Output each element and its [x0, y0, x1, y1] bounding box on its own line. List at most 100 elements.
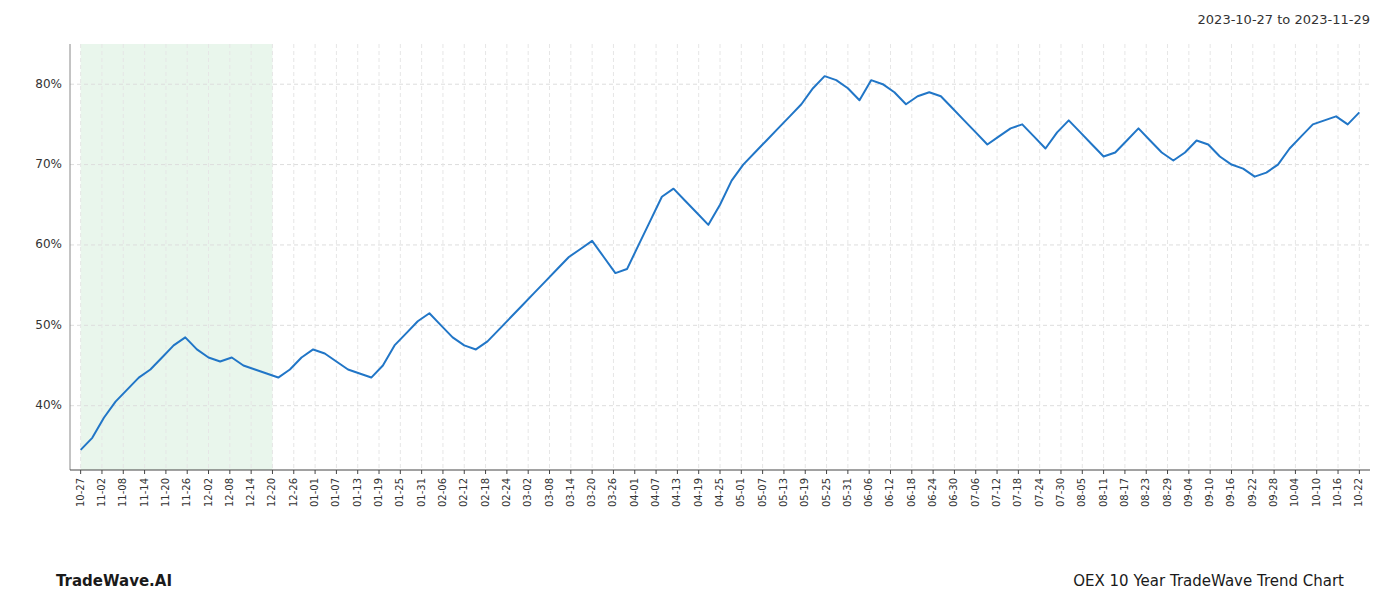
- x-tick: [1039, 470, 1040, 474]
- x-tick-label: 09-04: [1183, 478, 1194, 507]
- x-tick: [1082, 470, 1083, 474]
- grid-line-x: [1316, 44, 1317, 470]
- grid-line-x: [1082, 44, 1083, 470]
- x-tick: [1188, 470, 1189, 474]
- x-tick: [293, 470, 294, 474]
- x-tick: [890, 470, 891, 474]
- x-tick-label: 03-02: [522, 478, 533, 507]
- x-tick: [1316, 470, 1317, 474]
- grid-line-x: [101, 44, 102, 470]
- grid-line-x: [208, 44, 209, 470]
- grid-line-x: [762, 44, 763, 470]
- x-tick: [997, 470, 998, 474]
- grid-line-x: [1295, 44, 1296, 470]
- grid-line-x: [997, 44, 998, 470]
- grid-line-x: [357, 44, 358, 470]
- x-tick-label: 07-12: [991, 478, 1002, 507]
- grid-line-x: [698, 44, 699, 470]
- grid-line-x: [528, 44, 529, 470]
- x-tick: [251, 470, 252, 474]
- x-tick: [1295, 470, 1296, 474]
- x-tick-label: 05-19: [799, 478, 810, 507]
- x-tick-label: 05-25: [821, 478, 832, 507]
- grid-line-x: [592, 44, 593, 470]
- x-tick: [762, 470, 763, 474]
- x-tick-label: 12-02: [203, 478, 214, 507]
- grid-line-x: [656, 44, 657, 470]
- x-tick: [634, 470, 635, 474]
- grid-line-x: [506, 44, 507, 470]
- x-tick: [656, 470, 657, 474]
- grid-line-x: [869, 44, 870, 470]
- x-tick: [741, 470, 742, 474]
- grid-line-x: [890, 44, 891, 470]
- grid-line-x: [911, 44, 912, 470]
- x-tick-label: 11-08: [117, 478, 128, 507]
- x-tick: [805, 470, 806, 474]
- title: 2023-10-27 to 2023-11-29: [1198, 12, 1370, 27]
- grid-line-x: [379, 44, 380, 470]
- x-tick: [528, 470, 529, 474]
- x-tick-label: 10-16: [1332, 478, 1343, 507]
- grid-line-x: [144, 44, 145, 470]
- y-tick-label: 60%: [35, 237, 62, 251]
- x-tick: [1018, 470, 1019, 474]
- grid-line-x: [165, 44, 166, 470]
- grid-line-x: [400, 44, 401, 470]
- grid-line-x: [1231, 44, 1232, 470]
- x-tick: [80, 470, 81, 474]
- x-tick: [1274, 470, 1275, 474]
- x-tick: [357, 470, 358, 474]
- grid-line-x: [293, 44, 294, 470]
- y-tick-label: 80%: [35, 77, 62, 91]
- x-tick: [869, 470, 870, 474]
- x-tick: [400, 470, 401, 474]
- x-tick-label: 12-08: [224, 478, 235, 507]
- x-tick-label: 08-29: [1162, 478, 1173, 507]
- x-tick-label: 10-04: [1289, 478, 1300, 507]
- x-tick: [229, 470, 230, 474]
- x-tick: [379, 470, 380, 474]
- grid-line-x: [954, 44, 955, 470]
- x-tick: [315, 470, 316, 474]
- x-tick-label: 11-02: [96, 478, 107, 507]
- grid-line-x: [1146, 44, 1147, 470]
- grid-line-x: [1039, 44, 1040, 470]
- x-tick-label: 04-13: [671, 478, 682, 507]
- x-tick: [165, 470, 166, 474]
- trend-line: [81, 76, 1360, 450]
- x-tick-label: 02-12: [458, 478, 469, 507]
- x-tick-label: 10-10: [1311, 478, 1322, 507]
- grid-line-x: [805, 44, 806, 470]
- x-tick-label: 03-26: [607, 478, 618, 507]
- x-tick: [272, 470, 273, 474]
- x-tick-label: 03-20: [586, 478, 597, 507]
- x-tick: [1359, 470, 1360, 474]
- x-tick-label: 06-18: [906, 478, 917, 507]
- x-tick-label: 11-20: [160, 478, 171, 507]
- x-tick-label: 10-22: [1353, 478, 1364, 507]
- x-tick-label: 09-28: [1268, 478, 1279, 507]
- x-tick-label: 12-14: [245, 478, 256, 507]
- footer-left: TradeWave.AI: [56, 572, 172, 590]
- grid-line-x: [1018, 44, 1019, 470]
- x-tick-label: 11-26: [181, 478, 192, 507]
- x-tick-label: 09-10: [1204, 478, 1215, 507]
- grid-line-x: [80, 44, 81, 470]
- x-tick-label: 08-05: [1076, 478, 1087, 507]
- x-tick: [933, 470, 934, 474]
- x-tick-label: 01-19: [373, 478, 384, 507]
- grid-line-x: [1188, 44, 1189, 470]
- x-tick-label: 01-31: [416, 478, 427, 507]
- x-tick: [336, 470, 337, 474]
- x-tick: [954, 470, 955, 474]
- x-tick-label: 07-06: [970, 478, 981, 507]
- x-tick: [1338, 470, 1339, 474]
- x-tick-label: 04-19: [693, 478, 704, 507]
- x-tick: [1124, 470, 1125, 474]
- grid-line-x: [187, 44, 188, 470]
- grid-line-y: [70, 405, 1370, 406]
- grid-line-x: [720, 44, 721, 470]
- y-tick-label: 50%: [35, 318, 62, 332]
- y-tick-label: 70%: [35, 157, 62, 171]
